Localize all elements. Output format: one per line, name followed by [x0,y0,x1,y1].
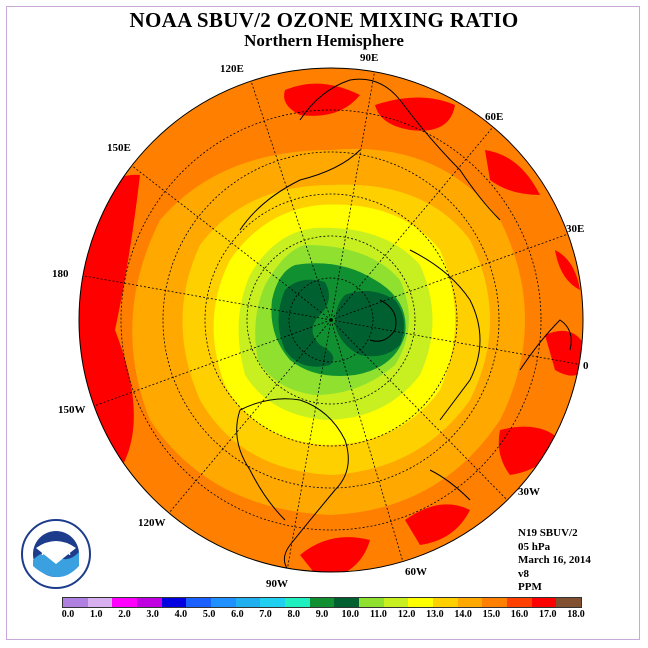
colorbar-swatch [137,598,162,607]
colorbar-tick-label: 6.0 [231,609,244,620]
noaa-logo-icon: NOAA [21,519,91,589]
colorbar-swatch [556,598,582,607]
colorbar-tick-label: 3.0 [146,609,159,620]
info-date: March 16, 2014 [518,554,591,566]
colorbar-swatch [235,598,261,607]
ozone-field [79,68,583,572]
colorbar [62,597,582,608]
colorbar-swatch [211,598,236,607]
lon-label-120w: 120W [138,517,166,529]
colorbar-swatch [408,598,434,607]
colorbar-swatch [359,598,384,607]
colorbar-tick-label: 10.0 [341,609,359,620]
svg-text:NOAA: NOAA [41,547,70,558]
colorbar-tick-label: 17.0 [539,609,557,620]
info-block: N19 SBUV/2 05 hPa March 16, 2014 v8 PPM [518,527,591,595]
colorbar-swatch [457,598,483,607]
colorbar-tick-label: 12.0 [397,609,416,620]
colorbar-tick-label: 9.0 [315,609,329,620]
lon-label-120e: 120E [220,63,244,75]
map-boundary [78,67,584,573]
lon-label-30e: 30E [566,223,585,235]
colorbar-swatch [383,598,409,607]
colorbar-tick-label: 5.0 [202,609,216,620]
colorbar-tick-label: 15.0 [482,609,501,620]
lon-label-90e: 90E [360,52,379,64]
colorbar-tick-label: 2.0 [118,609,131,620]
colorbar-swatch [433,598,458,607]
colorbar-tick-label: 13.0 [426,609,444,620]
colorbar-tick-label: 4.0 [174,609,188,620]
lon-label-90w: 90W [266,578,288,590]
colorbar-swatch [309,598,335,607]
colorbar-swatch [285,598,310,607]
map-subtitle: Northern Hemisphere [244,31,404,50]
info-satellite: N19 SBUV/2 [518,527,578,539]
colorbar-tick-label: 11.0 [369,609,387,620]
colorbar-tick-label: 18.0 [567,609,585,620]
lon-label-60w: 60W [405,566,427,578]
info-units: PPM [518,581,542,593]
info-version: v8 [518,567,529,580]
lon-label-150w: 150W [58,404,86,416]
colorbar-swatch [112,598,138,607]
map-title: NOAA SBUV/2 OZONE MIXING RATIO [129,8,519,32]
colorbar-tick-label: 14.0 [454,609,472,620]
colorbar-swatch [161,598,187,607]
colorbar-tick-label: 16.0 [510,609,529,620]
colorbar-tick-label: 0.0 [61,609,75,620]
colorbar-swatch [482,598,508,607]
plot-frame [6,6,640,640]
lon-label-150e: 150E [107,142,131,154]
colorbar-swatch [531,598,557,607]
colorbar-tick-label: 7.0 [259,609,272,620]
colorbar-swatch [334,598,360,607]
colorbar-tick-label: 8.0 [287,609,301,620]
lon-label-60e: 60E [485,111,504,123]
colorbar-swatch [87,598,113,607]
lon-label-0: 0 [583,360,589,372]
lon-label-30w: 30W [518,486,540,498]
colorbar-ticks: 0.0 1.0 2.0 3.0 4.0 5.0 6.0 7.0 8.0 9.0 10.0 11.0 12… [0,609,648,623]
lon-label-180: 180 [52,268,69,280]
graticule [79,68,583,572]
colorbar-swatch [507,598,532,607]
coastlines [236,78,572,572]
colorbar-swatch [186,598,212,607]
colorbar-tick-label: 1.0 [89,609,103,620]
colorbar-swatch [63,598,88,607]
colorbar-swatch [260,598,286,607]
info-level: 05 hPa [518,540,551,553]
